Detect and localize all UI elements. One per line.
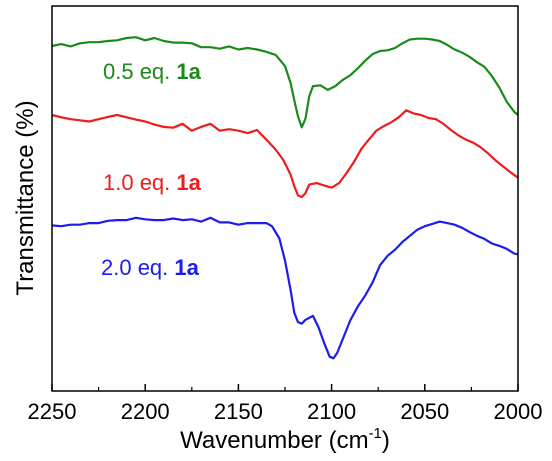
series-line-0	[51, 36, 519, 129]
x-tick-label: 2200	[121, 399, 170, 424]
series-layer	[51, 36, 519, 360]
x-tick-label: 2250	[28, 399, 77, 424]
series-label-1-0-eq: 1.0 eq. 1a	[103, 170, 202, 195]
series-label-prefix: 2.0 eq.	[101, 255, 174, 280]
x-axis-title-close: )	[382, 427, 390, 454]
y-axis-title: Transmittance (%)	[12, 100, 39, 295]
series-line-2	[51, 216, 519, 360]
series-label-2-0-eq: 2.0 eq. 1a	[101, 255, 200, 280]
x-tick-label: 2100	[307, 399, 356, 424]
x-tick-label: 2000	[494, 399, 543, 424]
series-label-compound: 1a	[174, 255, 199, 280]
series-line-1	[51, 109, 519, 199]
x-axis-title-superscript: -1	[369, 425, 382, 442]
series-label-prefix: 1.0 eq.	[103, 170, 176, 195]
x-tick-label: 2150	[214, 399, 263, 424]
x-axis-title-text: Wavenumber (cm	[180, 427, 368, 454]
series-label-compound: 1a	[176, 59, 201, 84]
series-label-compound: 1a	[176, 170, 201, 195]
series-label-prefix: 0.5 eq.	[103, 59, 176, 84]
tick-layer: 2250 2200 2150 2100 2050 2000	[28, 384, 543, 424]
x-axis-title: Wavenumber (cm-1)	[180, 425, 390, 454]
series-label-0-5-eq: 0.5 eq. 1a	[103, 59, 202, 84]
x-tick-label: 2050	[400, 399, 449, 424]
